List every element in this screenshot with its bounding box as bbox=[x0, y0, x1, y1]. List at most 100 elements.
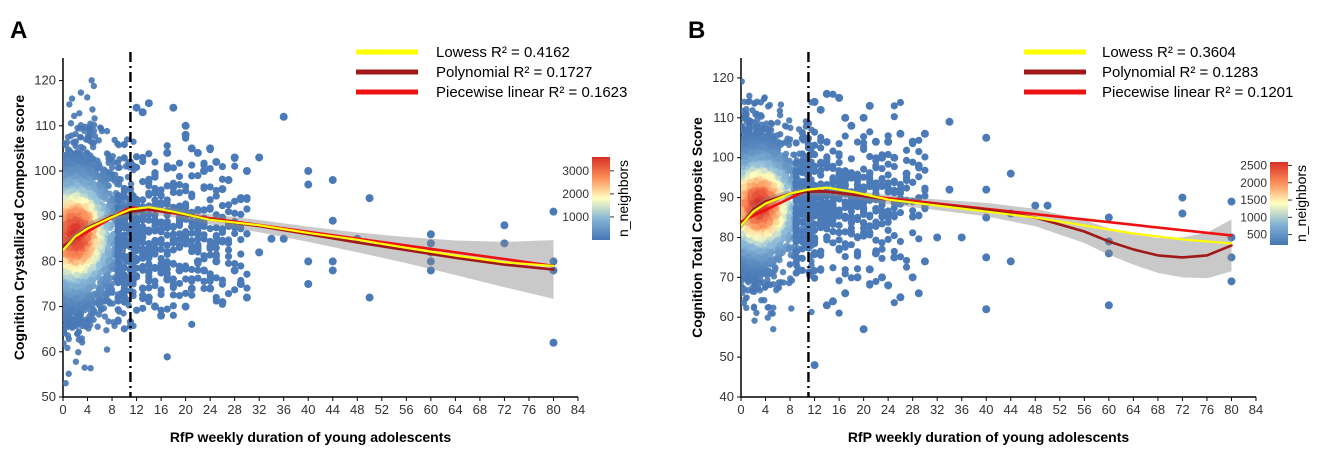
density-point bbox=[87, 284, 94, 291]
column-point bbox=[175, 159, 184, 167]
column-point bbox=[114, 226, 122, 234]
density-point bbox=[82, 304, 89, 311]
x-tick-label: 0 bbox=[737, 402, 744, 417]
scatter-point bbox=[267, 234, 276, 243]
column-point bbox=[237, 250, 245, 258]
column-point bbox=[145, 210, 153, 218]
x-tick-label: 60 bbox=[1102, 402, 1116, 417]
column-point bbox=[132, 198, 141, 206]
column-point bbox=[188, 265, 196, 274]
column-point bbox=[206, 204, 214, 212]
x-tick-label: 32 bbox=[930, 402, 944, 417]
column-point bbox=[139, 178, 147, 186]
column-point bbox=[194, 227, 202, 235]
density-point bbox=[103, 327, 110, 334]
column-point bbox=[132, 163, 141, 171]
column-point bbox=[157, 259, 165, 268]
density-point bbox=[72, 172, 79, 180]
column-point bbox=[200, 277, 208, 286]
density-point bbox=[67, 282, 74, 289]
scatter-point bbox=[304, 167, 313, 175]
column-point bbox=[182, 289, 190, 297]
scatter-point bbox=[181, 130, 190, 139]
x-tick-label: 12 bbox=[807, 402, 821, 417]
y-tick-label: 100 bbox=[712, 150, 734, 165]
column-point bbox=[145, 260, 153, 268]
density-point bbox=[70, 306, 77, 313]
column-point bbox=[212, 224, 220, 232]
column-point bbox=[182, 182, 190, 190]
density-point bbox=[89, 140, 96, 147]
scatter-point bbox=[144, 293, 153, 302]
density-point bbox=[65, 370, 72, 377]
x-tick-label: 56 bbox=[399, 402, 413, 417]
density-point bbox=[741, 276, 746, 284]
scatter-point bbox=[426, 230, 435, 239]
column-point bbox=[218, 201, 227, 210]
column-point bbox=[243, 284, 251, 292]
density-point bbox=[81, 179, 89, 186]
x-tick-label: 40 bbox=[979, 402, 993, 417]
column-point bbox=[120, 154, 128, 162]
column-point bbox=[114, 317, 122, 325]
density-point bbox=[741, 289, 746, 296]
y-tick-label: 40 bbox=[720, 389, 734, 404]
column-point bbox=[157, 254, 165, 263]
column-point bbox=[120, 238, 128, 246]
column-point bbox=[120, 213, 128, 221]
x-tick-label: 52 bbox=[1053, 402, 1067, 417]
y-tick-label: 90 bbox=[720, 190, 734, 205]
scatter-point bbox=[328, 257, 337, 266]
scatter-point bbox=[187, 284, 196, 293]
column-point bbox=[206, 196, 214, 204]
column-point bbox=[163, 353, 171, 361]
series-line-0 bbox=[63, 206, 555, 268]
x-tick-label: 20 bbox=[856, 402, 870, 417]
density-point bbox=[108, 164, 116, 171]
density-point bbox=[63, 329, 68, 337]
x-tick-label: 20 bbox=[178, 402, 192, 417]
density-point bbox=[96, 286, 103, 294]
density-point bbox=[63, 315, 67, 323]
y-tick-label: 60 bbox=[720, 309, 734, 324]
density-point bbox=[97, 210, 105, 218]
column-point bbox=[132, 272, 141, 280]
x-tick-label: 16 bbox=[154, 402, 168, 417]
scatter-point bbox=[426, 239, 435, 248]
density-point bbox=[116, 164, 123, 171]
scatter-point bbox=[157, 311, 166, 320]
column-point bbox=[169, 204, 177, 212]
column-point bbox=[157, 186, 165, 194]
density-point bbox=[63, 379, 69, 387]
density-point bbox=[80, 187, 88, 195]
density-point bbox=[93, 299, 100, 306]
density-point bbox=[81, 254, 88, 261]
density-point bbox=[117, 176, 124, 183]
y-tick-label: 120 bbox=[712, 70, 734, 85]
x-tick-label: 28 bbox=[905, 402, 919, 417]
column-point bbox=[114, 306, 122, 314]
column-point bbox=[163, 162, 171, 170]
density-point bbox=[76, 110, 83, 117]
density-point bbox=[89, 311, 96, 318]
density-point bbox=[88, 203, 95, 210]
column-point bbox=[231, 224, 239, 232]
density-point bbox=[115, 141, 122, 149]
density-point bbox=[85, 300, 93, 307]
column-point bbox=[132, 246, 141, 254]
column-point bbox=[224, 246, 233, 254]
density-point bbox=[78, 322, 86, 330]
y-tick-label: 80 bbox=[720, 229, 734, 244]
density-point bbox=[130, 138, 137, 145]
density-point bbox=[88, 246, 96, 253]
column-point bbox=[139, 233, 147, 242]
density-point bbox=[102, 193, 109, 200]
density-point bbox=[77, 265, 85, 272]
density-point bbox=[753, 98, 761, 105]
column-point bbox=[151, 171, 159, 179]
x-tick-label: 64 bbox=[1126, 402, 1140, 417]
column-point bbox=[224, 252, 233, 260]
density-point bbox=[101, 266, 108, 273]
scatter-point bbox=[426, 257, 435, 266]
column-point bbox=[120, 288, 128, 297]
